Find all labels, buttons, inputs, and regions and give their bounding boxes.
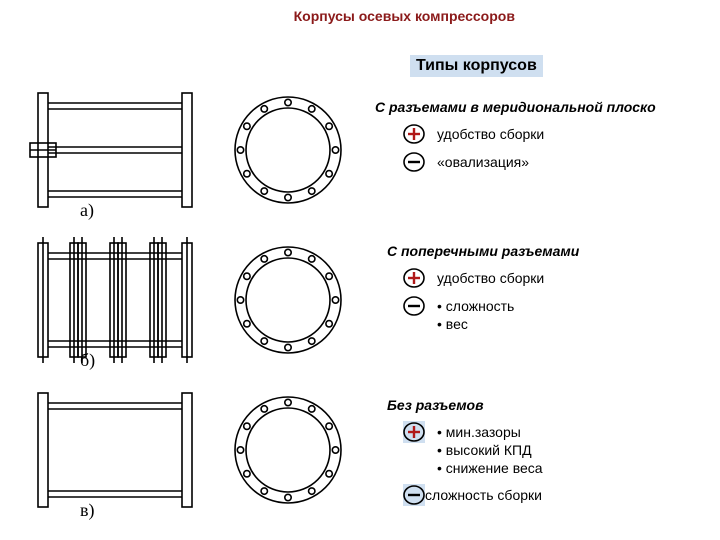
section-3-minus-text: сложность сборки <box>425 484 542 504</box>
row-label-a: а) <box>80 200 94 221</box>
diagram-column: а) <box>20 85 360 535</box>
section-1-minus-text: «овализация» <box>437 151 529 171</box>
page-title: Корпусы осевых компрессоров <box>294 8 515 24</box>
section-2-minus-text: • сложность • вес <box>437 295 514 333</box>
drawing-b <box>20 235 360 365</box>
plus-icon <box>403 421 425 443</box>
minus-icon <box>403 295 425 317</box>
row-label-c: в) <box>80 500 95 521</box>
section-3-plus-text: • мин.зазоры • высокий КПД • снижение ве… <box>437 421 543 478</box>
diagram-row-c: в) <box>20 385 360 535</box>
plus-icon <box>403 267 425 289</box>
drawing-a <box>20 85 360 215</box>
minus-icon <box>403 151 425 173</box>
text-column: С разъемами в меридиональной плоско удоб… <box>375 95 715 512</box>
row-label-b: б) <box>80 350 95 371</box>
section-2: С поперечными разъемами удобство сборки … <box>375 243 715 393</box>
section-2-plus-text: удобство сборки <box>437 267 544 287</box>
section-1-title: С разъемами в меридиональной плоско <box>375 99 715 115</box>
section-3-title: Без разъемов <box>387 397 715 413</box>
diagram-row-a: а) <box>20 85 360 235</box>
minus-icon <box>403 484 425 506</box>
plus-icon <box>403 123 425 145</box>
diagram-row-b: б) <box>20 235 360 385</box>
drawing-c <box>20 385 360 515</box>
section-1: С разъемами в меридиональной плоско удоб… <box>375 99 715 239</box>
subtitle: Типы корпусов <box>410 55 543 77</box>
section-1-plus-text: удобство сборки <box>437 123 544 143</box>
section-2-title: С поперечными разъемами <box>387 243 715 259</box>
section-3: Без разъемов • мин.зазоры • высокий КПД … <box>375 397 715 506</box>
